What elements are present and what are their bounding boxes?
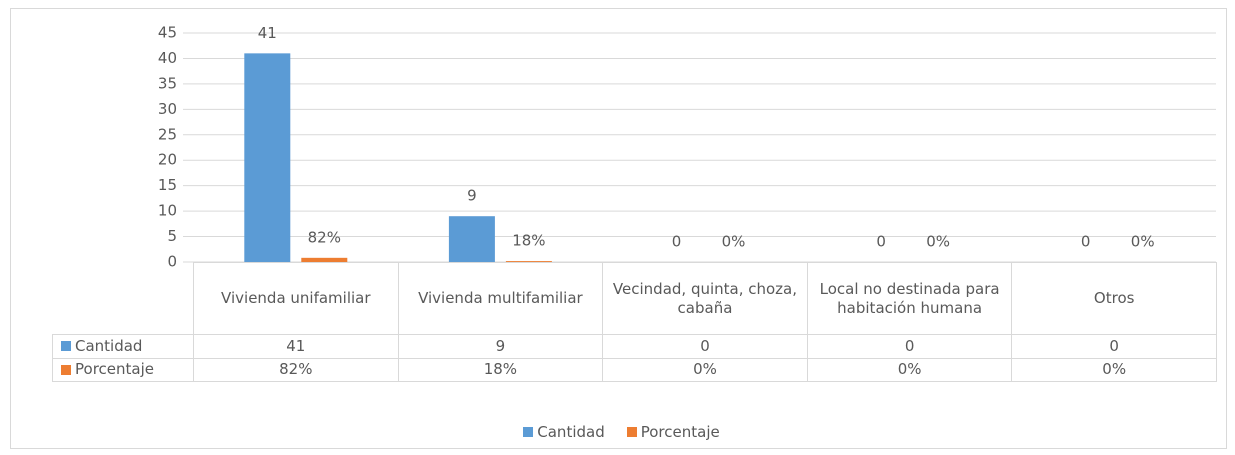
legend-label: Porcentaje	[640, 423, 720, 441]
data-label: 9	[467, 187, 477, 205]
y-tick-label: 45	[158, 24, 177, 42]
data-label: 18%	[512, 232, 545, 250]
table-cell: 0%	[806, 357, 1013, 382]
data-label: 82%	[308, 228, 341, 246]
table-cell: 18%	[397, 357, 604, 382]
data-label: 41	[258, 24, 277, 42]
legend-cell: Porcentaje	[52, 357, 194, 382]
legend-label: Cantidad	[537, 423, 605, 441]
y-tick-label: 5	[167, 227, 177, 245]
table-cell: 0	[1011, 334, 1217, 359]
legend: Cantidad Porcentaje	[0, 423, 1235, 441]
y-tick-label: 10	[158, 202, 177, 220]
legend-key	[61, 364, 71, 375]
bar	[505, 261, 552, 262]
bar	[301, 257, 348, 262]
table-cell: 0%	[602, 357, 808, 382]
category-cell: Local no destinada para habitación human…	[806, 262, 1013, 335]
y-tick-label: 15	[158, 176, 177, 194]
table-cell: 82%	[193, 357, 399, 382]
data-label: 0%	[926, 233, 950, 251]
table-cell: 0	[806, 334, 1013, 359]
data-label: 0%	[722, 233, 746, 251]
table-cell: 9	[397, 334, 604, 359]
series-name: Porcentaje	[75, 360, 154, 379]
category-cell: Vecindad, quinta, choza, cabaña	[602, 262, 808, 335]
y-tick-label: 30	[158, 100, 177, 118]
data-label: 0%	[1131, 233, 1155, 251]
category-cell: Otros	[1011, 262, 1217, 335]
legend-key	[626, 427, 637, 437]
series-name: Cantidad	[75, 336, 143, 355]
chart-frame	[10, 8, 1227, 449]
legend-item: Cantidad	[523, 423, 605, 441]
legend-key	[61, 341, 71, 352]
data-label: 0	[876, 233, 886, 251]
bar	[244, 53, 291, 262]
legend-key	[523, 427, 534, 437]
data-label: 0	[1081, 233, 1091, 251]
category-cell: Vivienda multifamiliar	[397, 262, 604, 335]
data-label: 0	[672, 233, 682, 251]
table-cell: 41	[193, 334, 399, 359]
y-tick-label: 0	[167, 253, 177, 271]
legend-item: Porcentaje	[626, 423, 720, 441]
bar	[448, 216, 495, 262]
y-tick-label: 25	[158, 125, 177, 143]
table-cell: 0	[602, 334, 808, 359]
y-tick-label: 20	[158, 151, 177, 169]
legend-cell: Cantidad	[52, 334, 194, 359]
category-cell: Vivienda unifamiliar	[193, 262, 399, 335]
y-tick-label: 40	[158, 49, 177, 67]
table-cell: 0%	[1011, 357, 1217, 382]
y-tick-label: 35	[158, 74, 177, 92]
